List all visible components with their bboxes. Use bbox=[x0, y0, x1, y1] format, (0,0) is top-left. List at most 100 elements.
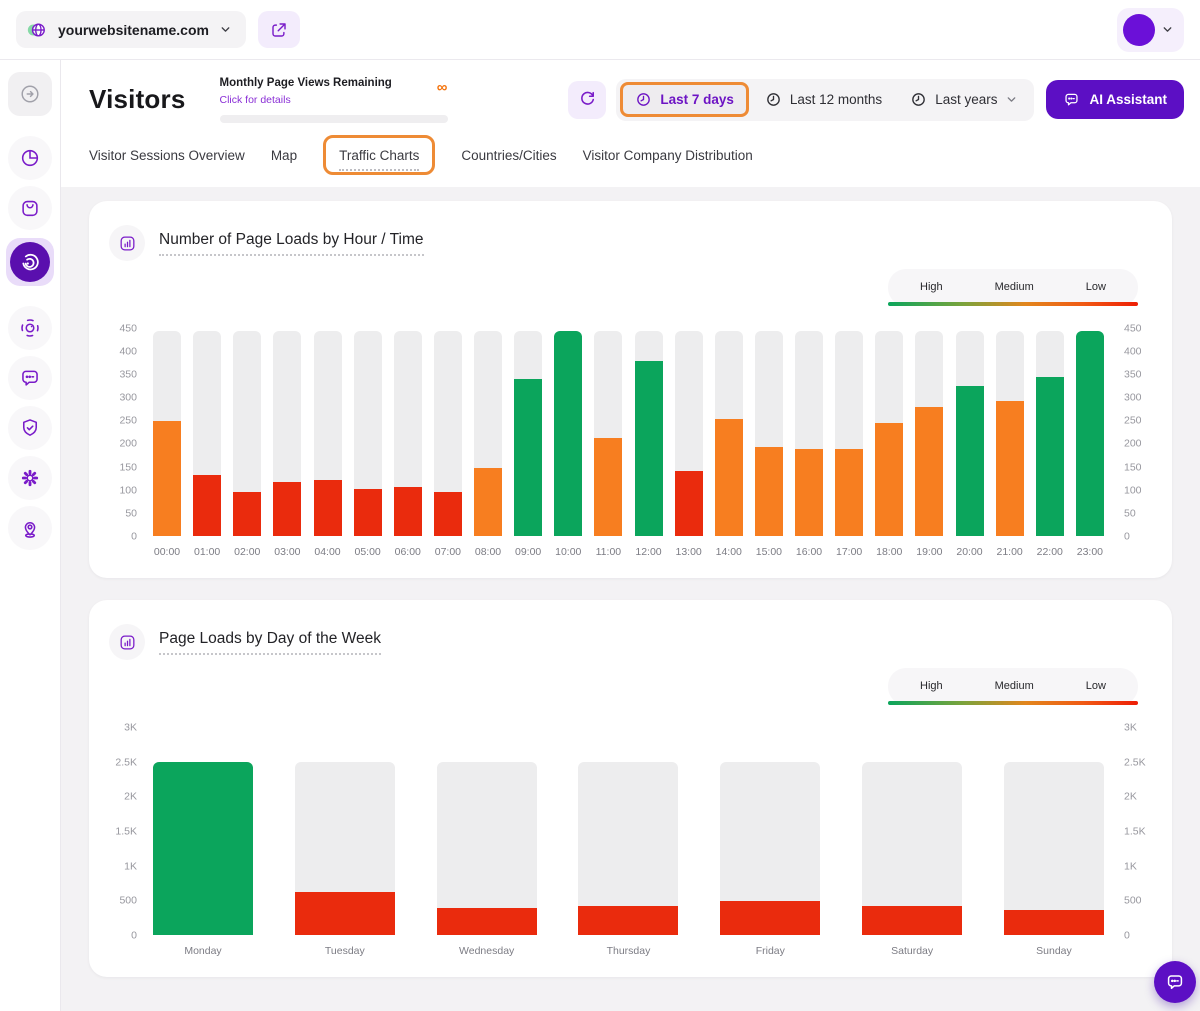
bar-00:00: 00:00 bbox=[153, 328, 181, 558]
bar-09:00: 09:00 bbox=[514, 328, 543, 558]
y-tick: 350 bbox=[1124, 368, 1142, 381]
x-axis-label: Saturday bbox=[891, 945, 934, 958]
x-axis-label: 19:00 bbox=[916, 546, 943, 559]
sidebar-item-communication[interactable] bbox=[8, 356, 52, 400]
y-tick: 200 bbox=[119, 437, 137, 450]
legend-medium: Medium bbox=[994, 680, 1034, 693]
active-tab-highlight: Traffic Charts bbox=[323, 135, 436, 176]
support-chat-fab[interactable] bbox=[1154, 961, 1196, 1003]
y-tick: 0 bbox=[131, 530, 137, 543]
session-focus-icon bbox=[21, 319, 39, 337]
sidebar-item-locations[interactable] bbox=[8, 506, 52, 550]
shield-check-icon bbox=[22, 419, 38, 436]
bar-Sunday: Sunday bbox=[1003, 727, 1104, 957]
y-tick: 2K bbox=[124, 790, 137, 803]
website-selector[interactable]: yourwebsitename.com bbox=[16, 11, 246, 48]
tab-visitor-sessions-overview[interactable]: Visitor Sessions Overview bbox=[89, 147, 245, 163]
sidebar-item-settings[interactable] bbox=[8, 456, 52, 500]
legend-medium: Medium bbox=[994, 281, 1034, 294]
tab-map[interactable]: Map bbox=[270, 147, 298, 163]
chart-legend: High Medium Low bbox=[888, 668, 1138, 706]
y-tick: 1.5K bbox=[115, 825, 137, 838]
y-tick: 3K bbox=[1124, 721, 1137, 734]
x-axis-label: 18:00 bbox=[876, 546, 903, 559]
bar-12:00: 12:00 bbox=[634, 328, 663, 558]
chevron-down-icon bbox=[219, 23, 232, 36]
sidebar-item-dashboard[interactable] bbox=[8, 136, 52, 180]
y-axis-right: 0 500 1K 1.5K 2K 2.5K 3K bbox=[1118, 722, 1152, 940]
chart-legend: High Medium Low bbox=[888, 269, 1138, 307]
website-favicon-icon bbox=[26, 19, 48, 41]
sidebar-item-session-recordings[interactable] bbox=[8, 306, 52, 350]
hourly-page-loads-card: Number of Page Loads by Hour / Time High… bbox=[89, 201, 1172, 579]
sidebar-item-privacy[interactable] bbox=[8, 406, 52, 450]
bar-13:00: 13:00 bbox=[674, 328, 703, 558]
tab-countries-cities[interactable]: Countries/Cities bbox=[461, 147, 557, 163]
x-axis-label: Wednesday bbox=[459, 945, 515, 958]
y-tick: 300 bbox=[1124, 391, 1142, 404]
weekday-page-loads-chart: 0 500 1K 1.5K 2K 2.5K 3K Monday Tuesday Wednesda… bbox=[109, 722, 1152, 957]
clock-icon bbox=[767, 93, 780, 107]
x-axis-label: 07:00 bbox=[434, 546, 462, 559]
x-axis-label: 15:00 bbox=[755, 546, 783, 559]
y-tick: 0 bbox=[1124, 530, 1130, 543]
sidebar-item-visitors-active[interactable] bbox=[6, 238, 54, 286]
open-website-button[interactable] bbox=[257, 11, 300, 48]
legend-high: High bbox=[920, 680, 943, 693]
shopping-bag-icon bbox=[22, 200, 38, 217]
y-tick: 0 bbox=[1124, 929, 1130, 942]
bar-15:00: 15:00 bbox=[754, 328, 783, 558]
sidebar-collapse-button[interactable] bbox=[8, 72, 52, 116]
y-tick: 2.5K bbox=[115, 755, 137, 768]
range-last-12-months[interactable]: Last 12 months bbox=[751, 82, 896, 117]
y-tick: 150 bbox=[119, 460, 137, 473]
y-tick: 400 bbox=[1124, 345, 1142, 358]
bar-17:00: 17:00 bbox=[835, 328, 864, 558]
legend-low: Low bbox=[1085, 281, 1106, 294]
quota-label: Monthly Page Views Remaining bbox=[219, 77, 392, 89]
x-axis-label: 06:00 bbox=[394, 546, 421, 559]
x-axis-label: 17:00 bbox=[835, 546, 863, 559]
bar-Friday: Friday bbox=[720, 727, 821, 957]
bar-19:00: 19:00 bbox=[915, 328, 944, 558]
quota-details-link[interactable]: Click for details bbox=[219, 94, 291, 107]
bar-01:00: 01:00 bbox=[193, 328, 222, 558]
bar-03:00: 03:00 bbox=[273, 328, 302, 558]
external-link-icon bbox=[272, 22, 286, 37]
y-tick: 300 bbox=[119, 391, 137, 404]
tab-traffic-charts[interactable]: Traffic Charts bbox=[339, 148, 420, 172]
y-tick: 50 bbox=[125, 507, 137, 520]
range-last-7-days[interactable]: Last 7 days bbox=[620, 82, 749, 118]
y-tick: 100 bbox=[1124, 483, 1142, 496]
y-tick: 250 bbox=[119, 414, 137, 427]
y-tick: 50 bbox=[1124, 507, 1136, 520]
y-tick: 1.5K bbox=[1124, 825, 1146, 838]
date-range-selector: Last 7 days Last 12 months Last years bbox=[616, 78, 1035, 121]
range-last-years[interactable]: Last years bbox=[896, 82, 1032, 117]
y-tick: 400 bbox=[119, 345, 137, 358]
x-axis-label: 11:00 bbox=[595, 546, 622, 559]
x-axis-label: Monday bbox=[184, 945, 222, 958]
chat-bubble-icon bbox=[1167, 975, 1183, 989]
x-axis-label: 09:00 bbox=[514, 546, 542, 559]
bar-08:00: 08:00 bbox=[474, 328, 502, 558]
bar-18:00: 18:00 bbox=[875, 328, 904, 558]
account-menu[interactable] bbox=[1117, 7, 1184, 52]
chat-bubble-icon bbox=[1065, 93, 1079, 106]
ai-assistant-button[interactable]: AI Assistant bbox=[1046, 80, 1184, 120]
y-tick: 450 bbox=[1124, 322, 1142, 335]
refresh-button[interactable] bbox=[568, 80, 607, 119]
tab-visitor-company-distribution[interactable]: Visitor Company Distribution bbox=[582, 147, 753, 163]
y-tick: 1K bbox=[124, 859, 137, 872]
quota-infinity-value: ∞ bbox=[436, 79, 448, 96]
bar-Monday: Monday bbox=[153, 727, 253, 957]
chevron-down-icon bbox=[1163, 27, 1172, 32]
bar-chart-icon bbox=[109, 624, 145, 661]
collapse-icon bbox=[21, 85, 39, 103]
bar-07:00: 07:00 bbox=[433, 328, 462, 558]
x-axis-label: 02:00 bbox=[234, 546, 261, 559]
x-axis-label: Friday bbox=[755, 945, 785, 958]
sidebar-item-ecommerce[interactable] bbox=[8, 186, 52, 230]
x-axis-label: 23:00 bbox=[1076, 546, 1104, 559]
